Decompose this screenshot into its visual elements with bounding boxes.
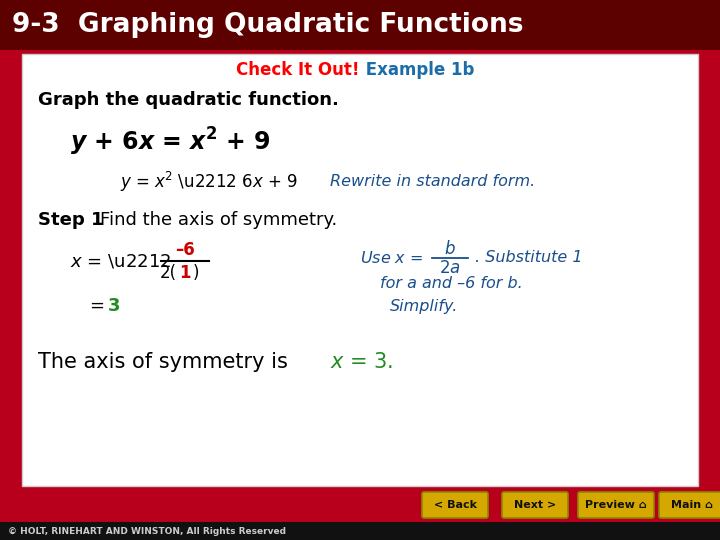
Text: 2(: 2( bbox=[160, 264, 177, 282]
FancyBboxPatch shape bbox=[502, 492, 568, 518]
Text: < Back: < Back bbox=[433, 500, 477, 510]
Text: Step 1: Step 1 bbox=[38, 211, 104, 229]
Text: Simplify.: Simplify. bbox=[390, 299, 459, 314]
Text: for a and –6 for b.: for a and –6 for b. bbox=[380, 275, 523, 291]
Text: Rewrite in standard form.: Rewrite in standard form. bbox=[330, 174, 535, 190]
Text: Main ⌂: Main ⌂ bbox=[671, 500, 713, 510]
Bar bbox=[0, 522, 720, 540]
Text: Graph the quadratic function.: Graph the quadratic function. bbox=[38, 91, 339, 109]
Text: $\it{x}$ = \u2212: $\it{x}$ = \u2212 bbox=[70, 252, 171, 270]
Text: $\it{x}$ = 3.: $\it{x}$ = 3. bbox=[330, 352, 393, 372]
Text: =: = bbox=[90, 297, 111, 315]
Text: ): ) bbox=[193, 264, 199, 282]
Text: Use $\it{x}$ =: Use $\it{x}$ = bbox=[360, 250, 425, 266]
Text: 2$\it{a}$: 2$\it{a}$ bbox=[439, 259, 461, 277]
Text: Find the axis of symmetry.: Find the axis of symmetry. bbox=[100, 211, 337, 229]
Text: Preview ⌂: Preview ⌂ bbox=[585, 500, 647, 510]
FancyBboxPatch shape bbox=[422, 492, 488, 518]
Bar bbox=[0, 0, 720, 50]
Text: . Substitute 1: . Substitute 1 bbox=[475, 251, 582, 266]
Text: 9-3  Graphing Quadratic Functions: 9-3 Graphing Quadratic Functions bbox=[12, 12, 523, 38]
Bar bbox=[22, 54, 698, 486]
Text: $\bfit{y}$ + 6$\bfit{x}$ = $\bfit{x}$$\mathbf{^2}$ + 9: $\bfit{y}$ + 6$\bfit{x}$ = $\bfit{x}$$\m… bbox=[70, 126, 271, 158]
Text: 3: 3 bbox=[108, 297, 120, 315]
Text: Check It Out!: Check It Out! bbox=[236, 61, 360, 79]
Text: Example 1b: Example 1b bbox=[360, 61, 474, 79]
Text: $\it{y}$ = $\it{x}$$^2$ \u2212 6$\it{x}$ + 9: $\it{y}$ = $\it{x}$$^2$ \u2212 6$\it{x}$… bbox=[120, 170, 298, 194]
Text: The axis of symmetry is: The axis of symmetry is bbox=[38, 352, 294, 372]
Text: $\it{b}$: $\it{b}$ bbox=[444, 240, 456, 258]
Text: Next >: Next > bbox=[514, 500, 556, 510]
Text: –6: –6 bbox=[175, 241, 195, 259]
Text: © HOLT, RINEHART AND WINSTON, All Rights Reserved: © HOLT, RINEHART AND WINSTON, All Rights… bbox=[8, 526, 286, 536]
FancyBboxPatch shape bbox=[659, 492, 720, 518]
FancyBboxPatch shape bbox=[578, 492, 654, 518]
Text: 1: 1 bbox=[179, 264, 191, 282]
